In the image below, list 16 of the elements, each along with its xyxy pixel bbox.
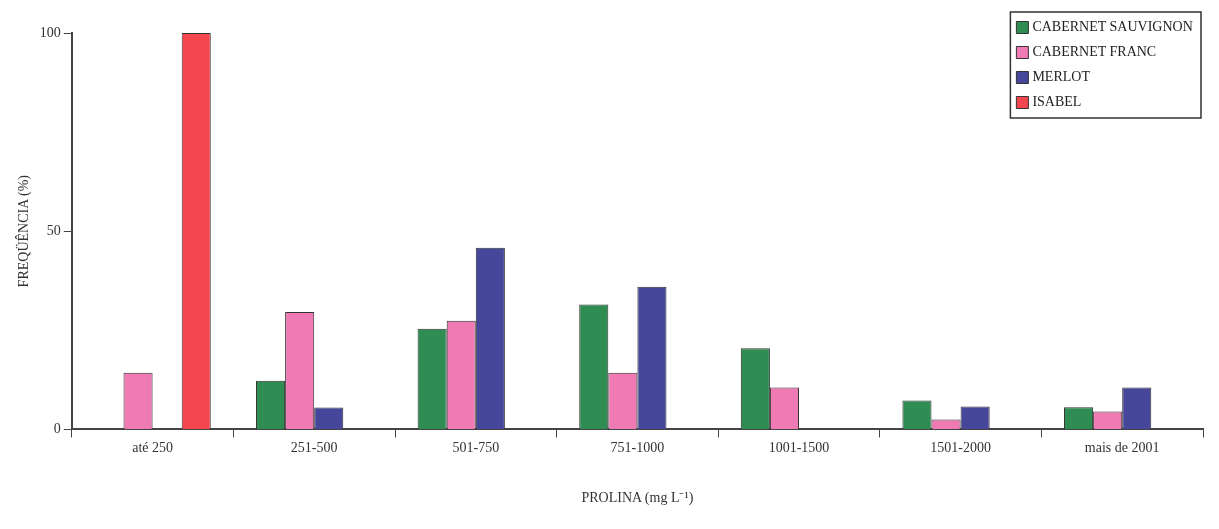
x-tick-label: 1001-1500 — [768, 440, 830, 456]
y-axis-title: FREQÜÊNCIA (%) — [15, 174, 33, 288]
legend-label: CABERNET SAUVIGNON — [1032, 19, 1193, 35]
y-tick-label: 0 — [53, 421, 61, 437]
x-tick-label: mais de 2001 — [1084, 440, 1160, 456]
x-tick-label: 1501-2000 — [930, 440, 991, 456]
legend-label: MERLOT — [1032, 69, 1091, 85]
y-tick-label: 100 — [39, 24, 61, 40]
x-tick-label: 251-500 — [290, 440, 338, 456]
x-tick-label: 751-1000 — [610, 440, 665, 456]
y-tick-label: 50 — [46, 222, 61, 238]
legend-label: CABERNET FRANC — [1032, 44, 1157, 60]
legend-label: ISABEL — [1032, 94, 1082, 110]
x-tick-label: 501-750 — [452, 440, 500, 456]
x-tick-label: até 250 — [132, 440, 174, 456]
x-axis-title: PROLINA (mg L⁻¹) — [581, 490, 694, 507]
